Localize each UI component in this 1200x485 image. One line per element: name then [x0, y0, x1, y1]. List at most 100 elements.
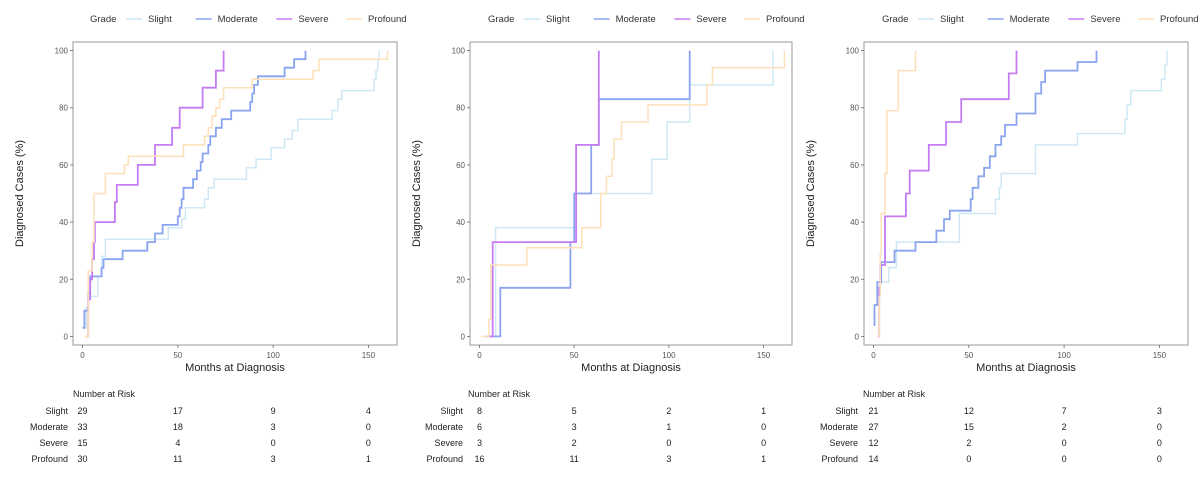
legend-label-profound: Profound [766, 14, 805, 25]
y-tick-label: 100 [452, 47, 466, 56]
risk-cell: 0 [1157, 454, 1162, 464]
plot-frame [863, 41, 1189, 346]
risk-cell: 4 [366, 406, 371, 416]
x-tick-label: 0 [477, 351, 482, 360]
curve-slight [877, 50, 1168, 338]
risk-cell: 3 [666, 454, 671, 464]
risk-cell: 8 [477, 406, 482, 416]
legend: Grade Slight Moderate Severe Profound [90, 14, 407, 25]
legend-label-moderate: Moderate [1010, 14, 1050, 25]
risk-table-title: Number at Risk [863, 389, 926, 399]
y-tick-label: 80 [850, 104, 859, 113]
curves [873, 50, 1168, 338]
risk-cell: 0 [761, 438, 766, 448]
risk-cell: 0 [271, 438, 276, 448]
y-tick-label: 0 [461, 332, 466, 341]
risk-cell: 1 [761, 406, 766, 416]
risk-cell: 1 [666, 422, 671, 432]
legend-label-severe: Severe [1090, 14, 1120, 25]
legend-label-severe: Severe [696, 14, 726, 25]
y-tick-label: 20 [456, 275, 465, 284]
risk-table: Number at Risk Slight 8 5 2 1 Moderate 6 3 1 0 Seve… [425, 389, 766, 464]
legend-label-profound: Profound [368, 14, 407, 25]
risk-cell: 0 [1157, 438, 1162, 448]
risk-cell: 15 [964, 422, 974, 432]
risk-row-label: Moderate [30, 422, 68, 432]
risk-cell: 5 [572, 406, 577, 416]
x-tick-label: 150 [362, 351, 376, 360]
risk-cell: 11 [173, 454, 182, 464]
risk-row-label: Slight [835, 406, 858, 416]
y-tick-label: 80 [456, 104, 465, 113]
risk-cell: 3 [477, 438, 482, 448]
y-tick-label: 20 [850, 275, 859, 284]
risk-row-label: Severe [434, 438, 463, 448]
curve-severe [485, 50, 600, 338]
x-tick-label: 100 [1057, 351, 1071, 360]
risk-cell: 3 [1157, 406, 1162, 416]
y-axis-title: Diagnosed Cases (%) [14, 140, 26, 247]
risk-cell: 0 [1062, 438, 1067, 448]
y-tick-label: 40 [59, 218, 68, 227]
x-tick-label: 150 [1153, 351, 1167, 360]
risk-row-label: Severe [829, 438, 858, 448]
risk-cell: 3 [271, 422, 276, 432]
risk-cell: 0 [366, 438, 371, 448]
risk-table: Number at Risk Slight 21 12 7 3 Moderate 27 15 2 0… [820, 389, 1162, 464]
legend-label-profound: Profound [1160, 14, 1199, 25]
risk-cell: 7 [1062, 406, 1067, 416]
legend-label-moderate: Moderate [616, 14, 656, 25]
y-tick-label: 40 [456, 218, 465, 227]
risk-cell: 14 [869, 454, 879, 464]
x-tick-label: 0 [871, 351, 876, 360]
legend: Grade Slight Moderate Severe Profound [488, 14, 805, 25]
x-tick-label: 50 [173, 351, 182, 360]
risk-cell: 33 [78, 422, 88, 432]
risk-row-label: Moderate [820, 422, 858, 432]
risk-cell: 4 [175, 438, 180, 448]
risk-cell: 0 [761, 422, 766, 432]
y-tick-label: 100 [55, 47, 69, 56]
risk-row-label: Moderate [425, 422, 463, 432]
y-tick-label: 80 [59, 104, 68, 113]
curve-moderate [82, 50, 307, 329]
risk-cell: 12 [964, 406, 974, 416]
risk-cell: 0 [1062, 454, 1067, 464]
risk-cell: 3 [572, 422, 577, 432]
risk-cell: 9 [271, 406, 276, 416]
risk-cell: 6 [477, 422, 482, 432]
curve-slight [82, 50, 380, 329]
risk-row-label: Profound [821, 454, 858, 464]
x-tick-label: 150 [757, 351, 771, 360]
curve-moderate [873, 50, 1098, 326]
risk-cell: 11 [570, 454, 579, 464]
y-tick-label: 60 [850, 161, 859, 170]
risk-cell: 30 [78, 454, 88, 464]
risk-cell: 0 [366, 422, 371, 432]
chart-panel-2: Grade Slight Moderate Severe Profound0204060… [411, 14, 805, 464]
legend-label-slight: Slight [148, 14, 172, 25]
curves [82, 50, 389, 338]
risk-cell: 2 [572, 438, 577, 448]
curve-profound [481, 50, 786, 338]
y-tick-label: 0 [855, 332, 860, 341]
chart-panel-3: Grade Slight Moderate Severe Profound0204060… [805, 14, 1199, 464]
curve-slight [494, 50, 774, 338]
x-tick-label: 100 [266, 351, 280, 360]
risk-cell: 0 [666, 438, 671, 448]
y-tick-label: 60 [59, 161, 68, 170]
plot-frame [72, 41, 398, 346]
legend-title: Grade [90, 14, 116, 25]
risk-cell: 3 [271, 454, 276, 464]
risk-table-title: Number at Risk [468, 389, 531, 399]
risk-cell: 15 [78, 438, 88, 448]
risk-cell: 2 [1062, 422, 1067, 432]
risk-cell: 16 [474, 454, 484, 464]
x-tick-label: 50 [570, 351, 579, 360]
risk-cell: 1 [761, 454, 766, 464]
risk-cell: 21 [869, 406, 879, 416]
risk-cell: 12 [869, 438, 879, 448]
chart-panel-1: Grade Slight Moderate Severe Profound0204060… [14, 14, 407, 464]
